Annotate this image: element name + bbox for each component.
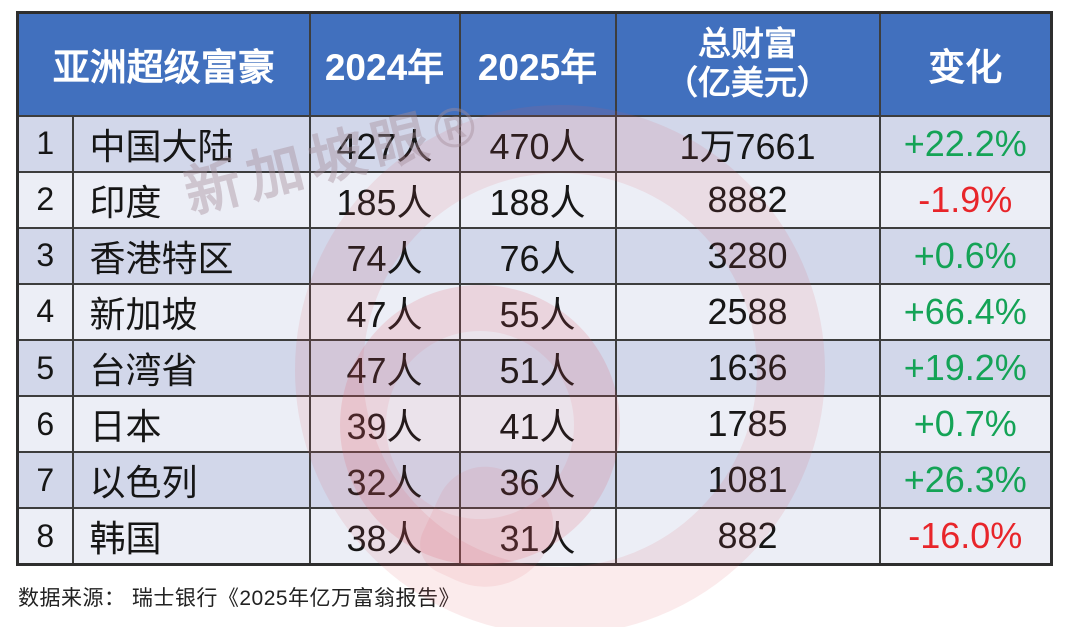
- cell-change: +66.4%: [878, 282, 1053, 342]
- cell-y2025: 76人: [458, 226, 617, 285]
- cell-rank: 7: [16, 451, 74, 510]
- cell-wealth: 1081: [614, 451, 881, 510]
- cell-wealth: 1785: [614, 395, 881, 454]
- rich-list-table: 亚洲超级富豪 2024年 2025年 总财富 （亿美元） 变化 1 中国大陆 427…: [16, 11, 1053, 566]
- cell-wealth: 1636: [614, 338, 881, 398]
- table-row: 1 中国大陆 427人 470人 1万7661 +22.2%: [16, 114, 1053, 173]
- cell-rank: 4: [16, 282, 74, 342]
- cell-y2024: 185人: [308, 170, 461, 229]
- table-row: 7 以色列 32人 36人 1081 +26.3%: [16, 451, 1053, 510]
- table-row: 6 日本 39人 41人 1785 +0.7%: [16, 395, 1053, 454]
- header-row: 亚洲超级富豪 2024年 2025年 总财富 （亿美元） 变化: [16, 11, 1053, 117]
- cell-y2025: 31人: [458, 507, 617, 566]
- table-body: 1 中国大陆 427人 470人 1万7661 +22.2% 2 印度 185人 188人 8882…: [16, 114, 1053, 566]
- cell-change: +0.6%: [878, 226, 1053, 285]
- cell-y2024: 39人: [308, 395, 461, 454]
- cell-rank: 5: [16, 338, 74, 398]
- cell-y2024: 74人: [308, 226, 461, 285]
- table-row: 8 韩国 38人 31人 882 -16.0%: [16, 507, 1053, 566]
- cell-region: 新加坡: [71, 282, 311, 342]
- cell-rank: 2: [16, 170, 74, 229]
- cell-region: 日本: [71, 395, 311, 454]
- cell-y2024: 32人: [308, 451, 461, 510]
- cell-y2025: 188人: [458, 170, 617, 229]
- cell-change: -16.0%: [878, 507, 1053, 566]
- cell-y2024: 427人: [308, 114, 461, 173]
- header-wealth-line1: 总财富: [698, 25, 797, 63]
- cell-wealth: 8882: [614, 170, 881, 229]
- table-row: 4 新加坡 47人 55人 2588 +66.4%: [16, 282, 1053, 342]
- cell-y2024: 38人: [308, 507, 461, 566]
- cell-rank: 8: [16, 507, 74, 566]
- header-2024: 2024年: [308, 11, 461, 117]
- data-source-note: 数据来源： 瑞士银行《2025年亿万富翁报告》: [18, 587, 461, 610]
- header-total-wealth: 总财富 （亿美元）: [614, 11, 881, 117]
- cell-region: 香港特区: [71, 226, 311, 285]
- cell-y2025: 55人: [458, 282, 617, 342]
- cell-y2025: 51人: [458, 338, 617, 398]
- table-row: 3 香港特区 74人 76人 3280 +0.6%: [16, 226, 1053, 285]
- cell-region: 韩国: [71, 507, 311, 566]
- cell-change: +26.3%: [878, 451, 1053, 510]
- cell-change: +0.7%: [878, 395, 1053, 454]
- header-region: 亚洲超级富豪: [16, 11, 311, 117]
- cell-rank: 6: [16, 395, 74, 454]
- cell-rank: 3: [16, 226, 74, 285]
- header-wealth-line2: （亿美元）: [665, 64, 830, 102]
- cell-y2024: 47人: [308, 282, 461, 342]
- cell-change: -1.9%: [878, 170, 1053, 229]
- cell-change: +22.2%: [878, 114, 1053, 173]
- cell-y2025: 41人: [458, 395, 617, 454]
- table-row: 5 台湾省 47人 51人 1636 +19.2%: [16, 338, 1053, 398]
- cell-wealth: 1万7661: [614, 114, 881, 173]
- cell-rank: 1: [16, 114, 74, 173]
- cell-y2025: 36人: [458, 451, 617, 510]
- cell-region: 以色列: [71, 451, 311, 510]
- cell-y2025: 470人: [458, 114, 617, 173]
- cell-wealth: 3280: [614, 226, 881, 285]
- header-change: 变化: [878, 11, 1053, 117]
- header-2025: 2025年: [458, 11, 617, 117]
- table-header: 亚洲超级富豪 2024年 2025年 总财富 （亿美元） 变化: [16, 11, 1053, 117]
- cell-wealth: 882: [614, 507, 881, 566]
- table-row: 2 印度 185人 188人 8882 -1.9%: [16, 170, 1053, 229]
- cell-y2024: 47人: [308, 338, 461, 398]
- cell-wealth: 2588: [614, 282, 881, 342]
- cell-change: +19.2%: [878, 338, 1053, 398]
- cell-region: 台湾省: [71, 338, 311, 398]
- cell-region: 印度: [71, 170, 311, 229]
- cell-region: 中国大陆: [71, 114, 311, 173]
